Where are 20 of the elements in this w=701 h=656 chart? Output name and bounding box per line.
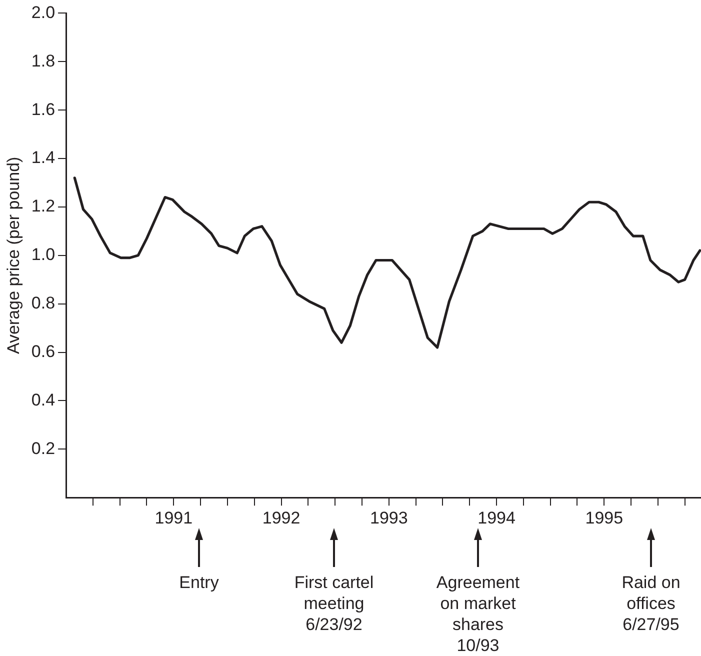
x-tick-label: 1994 <box>478 508 516 528</box>
y-tick-label: 0.8 <box>31 294 56 313</box>
text: First cartel meeting 6/23/92 <box>293 572 375 635</box>
text: Entry <box>178 572 220 593</box>
y-tick-label: 1.0 <box>31 245 56 264</box>
x-tick-label: 1992 <box>262 508 300 528</box>
text: Agreement on market shares 10/93 <box>435 572 521 656</box>
x-tick-label: 1995 <box>585 508 624 528</box>
y-tick-label: 0.2 <box>31 438 56 458</box>
x-tick-label: 1991 <box>154 508 193 528</box>
y-tick-label: 2.0 <box>31 2 56 22</box>
y-tick-label: 0.6 <box>31 342 56 361</box>
y-tick-label: 0.4 <box>31 390 56 410</box>
y-tick-label: 1.4 <box>31 148 56 168</box>
y-tick-label: 1.8 <box>31 51 56 70</box>
x-tick-label: 1993 <box>370 508 408 528</box>
y-tick-label: 1.2 <box>31 196 56 216</box>
y-tick-label: 1.6 <box>31 100 56 119</box>
text: Raid on offices 6/27/95 <box>620 572 682 635</box>
y-axis-title: Average price (per pound) <box>4 156 23 354</box>
